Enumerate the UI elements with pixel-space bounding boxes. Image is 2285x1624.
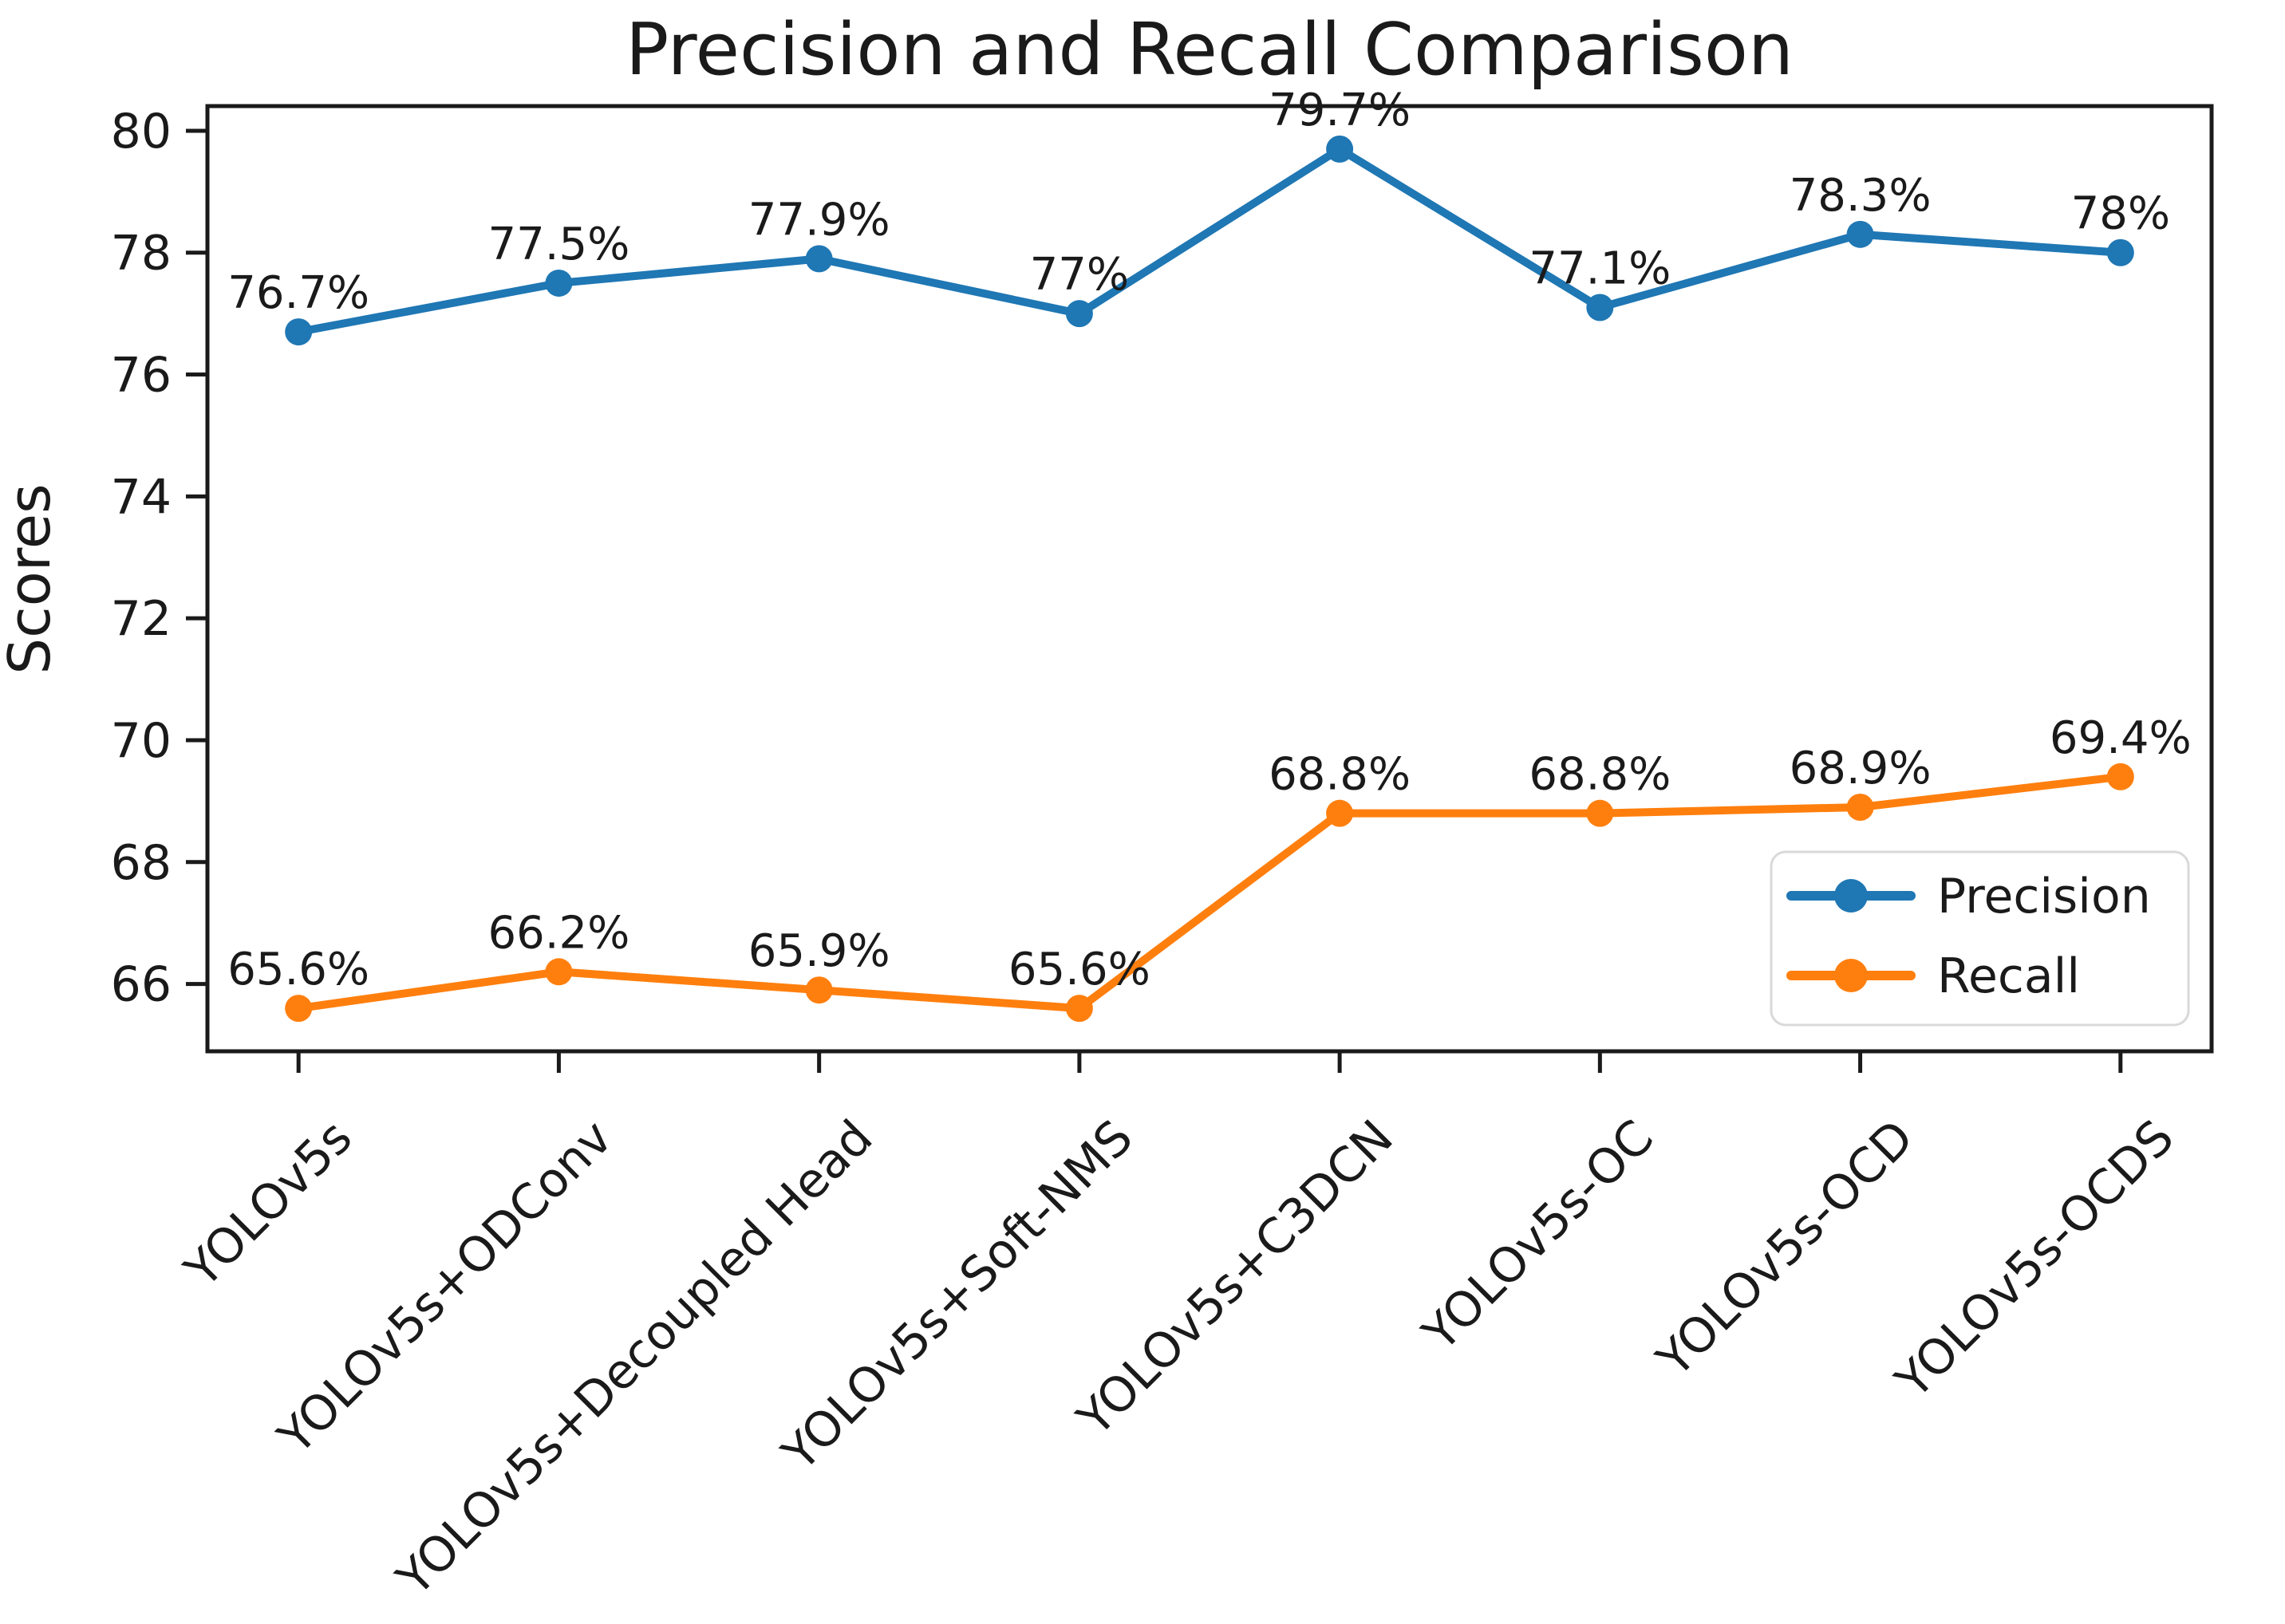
x-tick-label: YOLOv5s+Decoupled Head [386,1110,884,1607]
precision-point-marker [285,318,313,346]
y-tick-label: 78 [111,226,172,282]
legend-marker [1834,959,1868,992]
y-tick-label: 74 [111,469,172,525]
y-tick-label: 80 [111,104,172,160]
recall-point-marker [545,958,573,986]
recall-point-marker [1846,794,1874,822]
precision-point-marker [1326,135,1354,163]
recall-point-marker [2106,763,2134,790]
precision-point-marker [1586,294,1614,321]
precision-point-label: 76.7% [227,267,369,319]
precision-point-label: 78.3% [1790,170,1932,222]
precision-point-label: 77.9% [748,194,890,246]
y-tick-label: 72 [111,591,172,647]
y-tick-label: 68 [111,835,172,891]
recall-point-label: 66.2% [487,907,629,959]
precision-line [294,144,2125,337]
recall-point-marker [1065,995,1093,1023]
precision-point-marker [1065,300,1093,328]
precision-point-marker [805,245,833,273]
recall-point-marker [805,976,833,1004]
recall-point-marker [285,995,313,1023]
recall-point-label: 68.8% [1529,749,1671,801]
legend-entry-recall: Recall [1937,948,2080,1004]
recall-point-label: 65.6% [227,944,369,995]
recall-point-label: 65.6% [1008,944,1150,995]
precision-point-marker [545,269,573,297]
x-tick-label: YOLOv5s [174,1110,363,1299]
recall-point-label: 68.8% [1269,749,1411,801]
precision-point-label: 79.7% [1269,85,1411,136]
recall-point-label: 69.4% [2050,712,2192,764]
x-tick-label: YOLOv5s-OC [1412,1110,1664,1362]
x-tick-label: YOLOv5s-OCDS [1884,1110,2184,1409]
precision-point-label: 77.1% [1529,243,1671,295]
precision-point-label: 77.5% [487,219,629,270]
precision-point-label: 77% [1030,249,1129,301]
y-tick-label: 76 [111,348,172,404]
y-axis-label: Scores [0,483,63,674]
precision-point-label: 78% [2071,188,2170,240]
y-tick-label: 70 [111,713,172,769]
recall-point-marker [1586,799,1614,827]
legend-entry-precision: Precision [1937,869,2151,924]
legend-marker [1834,879,1868,913]
recall-point-label: 65.9% [748,925,890,977]
chart-title: Precision and Recall Comparison [626,8,1794,92]
y-tick-label: 66 [111,957,172,1013]
recall-line [294,772,2125,1013]
recall-point-marker [1326,799,1354,827]
x-tick-label: YOLOv5s-OCD [1646,1110,1924,1388]
recall-point-label: 68.9% [1790,743,1932,794]
precision-point-marker [1846,220,1874,248]
precision-point-marker [2106,238,2134,266]
